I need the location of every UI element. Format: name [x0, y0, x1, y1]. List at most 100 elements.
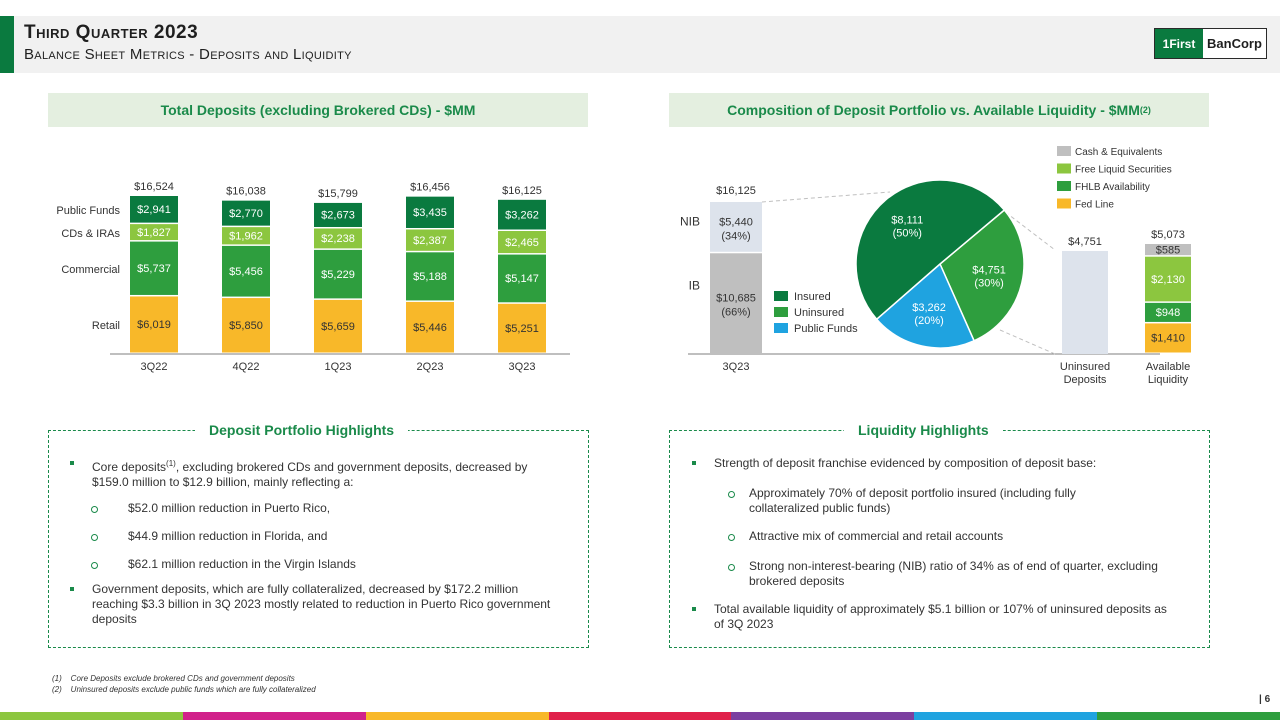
bullet-square-icon: [70, 461, 74, 465]
bar-value-label: $5,147: [505, 273, 539, 285]
bar-value-label: $10,685: [716, 293, 756, 305]
deposit-sub-3: $62.1 million reduction in the Virgin Is…: [128, 557, 356, 571]
bar-segment-public-funds: [222, 200, 270, 226]
bar-value-label: $2,673: [321, 210, 355, 222]
legend-label: Uninsured: [794, 307, 844, 319]
bar-segment-cash-equivalents: [1145, 244, 1191, 256]
legend-label: Insured: [794, 291, 831, 303]
bar-value-label: $5,456: [229, 266, 263, 278]
left-chart-title: Total Deposits (excluding Brokered CDs) …: [48, 93, 588, 127]
header-bar: [0, 16, 1280, 73]
bar-value-label: $3,435: [413, 207, 447, 219]
footnote-2-text: Uninsured deposits exclude public funds …: [70, 685, 316, 694]
series-label: Commercial: [61, 264, 120, 276]
company-logo: 1First BanCorp: [1154, 28, 1267, 59]
bar-segment-commercial: [222, 245, 270, 297]
bar-value-label: $5,251: [505, 323, 539, 335]
bar-value-label: $1,962: [229, 231, 263, 243]
legend-label: Free Liquid Securities: [1075, 165, 1172, 176]
pie-pct-label: (20%): [914, 315, 943, 327]
stripe-segment: [548, 712, 733, 720]
bar-segment-commercial: [498, 254, 546, 303]
page-subtitle: Balance Sheet Metrics - Deposits and Liq…: [24, 46, 352, 63]
deposit-highlights-title: Deposit Portfolio Highlights: [195, 422, 409, 438]
bar-segment-commercial: [406, 252, 454, 301]
liquidity-highlights-title: Liquidity Highlights: [844, 422, 1003, 438]
stripe-segment: [0, 712, 184, 720]
bar-value-label: $5,446: [413, 322, 447, 334]
legend-label: Cash & Equivalents: [1075, 147, 1162, 158]
footnote-1-text: Core Deposits exclude brokered CDs and g…: [70, 674, 295, 683]
bar-value-label: $6,019: [137, 319, 171, 331]
bar-segment-public-funds: [498, 199, 546, 230]
deposit-bullet-2: Government deposits, which are fully col…: [92, 582, 551, 626]
logo-mark: 1First: [1155, 29, 1203, 58]
bar-value-label: $5,659: [321, 321, 355, 333]
bar-segment-commercial: [130, 241, 178, 295]
bar-segment-nib: [710, 202, 762, 252]
bar-value-label: $2,130: [1151, 274, 1185, 286]
deposit-sub-1: $52.0 million reduction in Puerto Rico,: [128, 501, 331, 515]
logo-text: BanCorp: [1207, 36, 1262, 51]
series-label: Public Funds: [56, 205, 120, 217]
bar-segment-public-funds: [406, 196, 454, 228]
deposit-sub-2: $44.9 million reduction in Florida, and: [128, 529, 328, 543]
right-chart-title-text: Composition of Deposit Portfolio vs. Ava…: [727, 102, 1140, 118]
composition-chart: $10,685 (66%) $5,440 (34%) NIB IB $16,125 3Q23 $…: [680, 146, 1191, 386]
bar-value-label: $5,229: [321, 269, 355, 281]
bar-total-label: $16,038: [226, 186, 266, 198]
bar-segment-commercial: [314, 249, 362, 299]
bar-segment-public-funds: [314, 202, 362, 227]
connector-line: [999, 207, 1056, 251]
bar-value-label: $5,188: [413, 271, 447, 283]
bar-total-label: $5,073: [1151, 229, 1185, 241]
bar-value-label: $5,737: [137, 263, 171, 275]
bar-pct-label: (34%): [721, 231, 750, 243]
footnote-1-mark: (1): [52, 674, 62, 683]
bullet-circle-icon: [728, 534, 735, 541]
right-chart-title: Composition of Deposit Portfolio vs. Ava…: [669, 93, 1209, 127]
bar-segment-retail: [498, 303, 546, 353]
bar-segment-public-funds: [130, 196, 178, 223]
bar-value-label: $585: [1156, 244, 1180, 256]
pie-pct-label: (50%): [893, 228, 922, 240]
series-label: CDs & IRAs: [61, 228, 120, 240]
bar-segment-cds-iras: [498, 231, 546, 254]
bullet-circle-icon: [91, 534, 98, 541]
bar-value-label: $2,238: [321, 233, 355, 245]
footnote-2-mark: (2): [52, 685, 62, 694]
stripe-segment: [1097, 712, 1280, 720]
bullet-circle-icon: [91, 562, 98, 569]
legend-swatch: [1057, 198, 1071, 209]
liquidity-bullet-1: Strength of deposit franchise evidenced …: [714, 456, 1097, 470]
bullet-square-icon: [692, 461, 696, 465]
legend-swatch: [1057, 163, 1071, 174]
bar-value-label: $2,387: [413, 235, 447, 247]
stripe-segment: [182, 712, 367, 720]
x-tick-label: 3Q23: [723, 361, 750, 373]
bar-segment-cds-iras: [130, 224, 178, 241]
deposit-bullet-1-text: Core deposits: [92, 460, 167, 474]
bar-uninsured-deposits: [1062, 250, 1108, 354]
bullet-square-icon: [692, 607, 696, 611]
legend-swatch: [774, 323, 788, 333]
bar-value-label: $1,410: [1151, 333, 1185, 345]
bar-value-label: $5,850: [229, 320, 263, 332]
footnote-1: (1) Core Deposits exclude brokered CDs a…: [52, 674, 295, 683]
legend-label: Fed Line: [1075, 200, 1114, 211]
liquidity-sub-2: Attractive mix of commercial and retail …: [749, 529, 1004, 543]
bar-total-label: $4,751: [1068, 236, 1102, 248]
series-label-nib: NIB: [680, 215, 700, 229]
x-tick-label: Uninsured: [1060, 361, 1110, 373]
stripe-segment: [365, 712, 550, 720]
bullet-circle-icon: [728, 491, 735, 498]
total-deposits-chart: $6,019 $5,737 $1,827 $2,941 $16,524 3Q22 $5,85…: [56, 181, 570, 373]
x-tick-label: 2Q23: [417, 361, 444, 373]
x-tick-label: Deposits: [1064, 374, 1107, 386]
x-tick-label: Liquidity: [1148, 374, 1189, 386]
bar-value-label: $2,770: [229, 208, 263, 220]
page-number: | 6: [1259, 694, 1271, 705]
bar-segment-cds-iras: [222, 227, 270, 245]
pie-slice-insured: [855, 179, 1006, 321]
header-accent: [0, 16, 14, 73]
